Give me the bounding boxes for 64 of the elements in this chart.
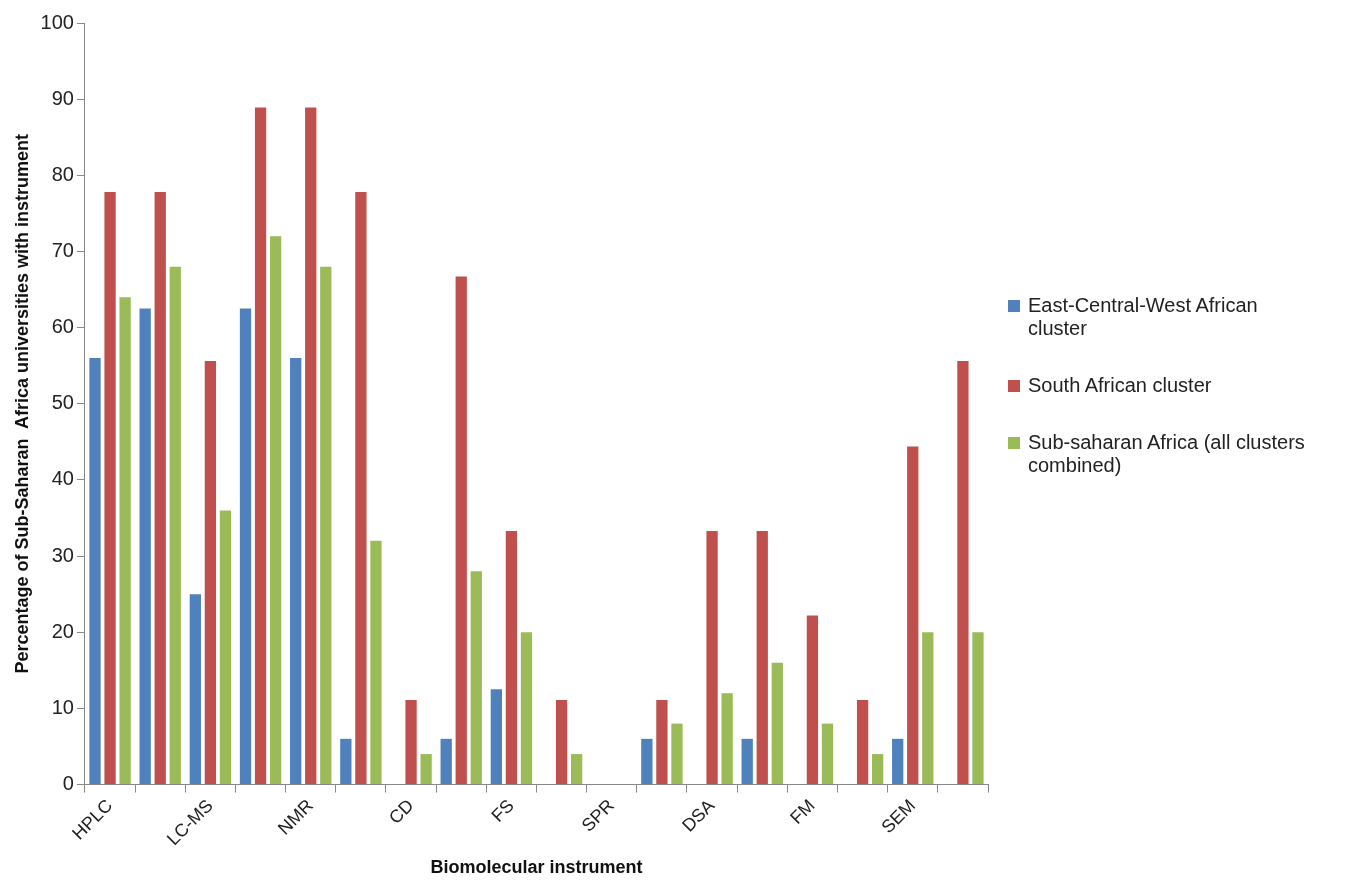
legend-label: South African cluster [1028,374,1212,397]
bar [555,700,568,785]
y-tick-label: 10 [51,695,74,718]
bar [907,446,919,785]
bar [656,700,668,785]
bar [771,662,783,785]
bar [505,530,518,785]
bar [320,266,332,785]
legend-label: Sub-saharan Africa (all clusters combined) [1028,431,1306,477]
bar [189,594,201,785]
bar [871,754,884,785]
y-tick-label: 60 [51,315,74,338]
bar [957,361,969,785]
bar [892,738,904,785]
y-tick-label: 0 [62,772,74,795]
bar [405,700,417,785]
x-tick-label: CD [384,795,418,828]
legend-label: East-Central-West African cluster [1028,294,1259,340]
y-tick-label: 100 [40,10,74,33]
bar [972,632,984,785]
bar [806,615,819,785]
bar [139,308,151,785]
bar [440,738,452,785]
bar [856,700,869,785]
bar [290,358,302,785]
y-tick-label: 70 [51,238,74,261]
y-tick-label: 40 [51,467,74,490]
bar [169,266,181,785]
bar [470,571,482,785]
bar [570,754,583,785]
bar [370,540,382,785]
bar [204,361,217,785]
bar [490,689,502,785]
y-tick-label: 90 [51,86,74,109]
y-axis-title: Percentage of Sub-Saharan Africa universities with instrument [11,134,32,674]
bar [641,738,653,785]
bar [254,107,267,785]
bar [706,530,718,785]
bar [89,358,101,785]
bar [340,738,352,785]
bar [420,754,432,785]
bar [219,510,232,785]
y-tick-label: 30 [51,543,74,566]
y-tick-label: 50 [51,391,74,414]
bar [355,192,367,785]
bar [119,297,131,785]
x-tick-label: FS [487,795,518,826]
y-tick-label: 20 [51,619,74,642]
bar [741,738,753,785]
bar [671,723,683,785]
bar [104,192,116,785]
bar [154,192,166,785]
bar [821,723,834,785]
bar [269,236,282,785]
bar [756,530,768,785]
bar [922,632,934,785]
bar [721,693,733,785]
x-axis-title: Biomolecular instrument [430,857,643,878]
bar [455,276,467,785]
bar [239,308,252,785]
bar [305,107,317,785]
y-tick-label: 80 [51,162,74,185]
bar [520,632,533,785]
x-tick-label: FM [786,795,819,828]
